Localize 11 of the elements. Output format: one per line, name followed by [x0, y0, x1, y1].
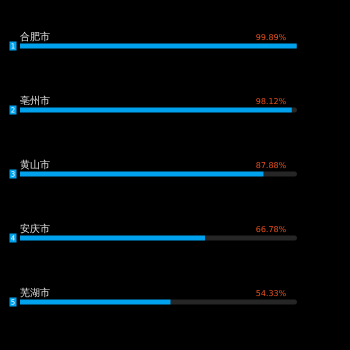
- data-label: 54.33%: [256, 289, 287, 298]
- data-label: 98.12%: [256, 97, 287, 106]
- y-tick-label: 合肥市: [20, 31, 50, 43]
- y-tick-label: 芜湖市: [20, 287, 50, 299]
- y-tick-label: 黄山市: [20, 159, 50, 171]
- y-tick-label: 安庆市: [20, 223, 50, 235]
- data-label: 87.88%: [256, 161, 287, 170]
- data-label: 99.89%: [256, 33, 287, 42]
- bar: [20, 108, 292, 112]
- data-label: 66.78%: [256, 225, 287, 234]
- y-tick-label: 亳州市: [20, 95, 50, 107]
